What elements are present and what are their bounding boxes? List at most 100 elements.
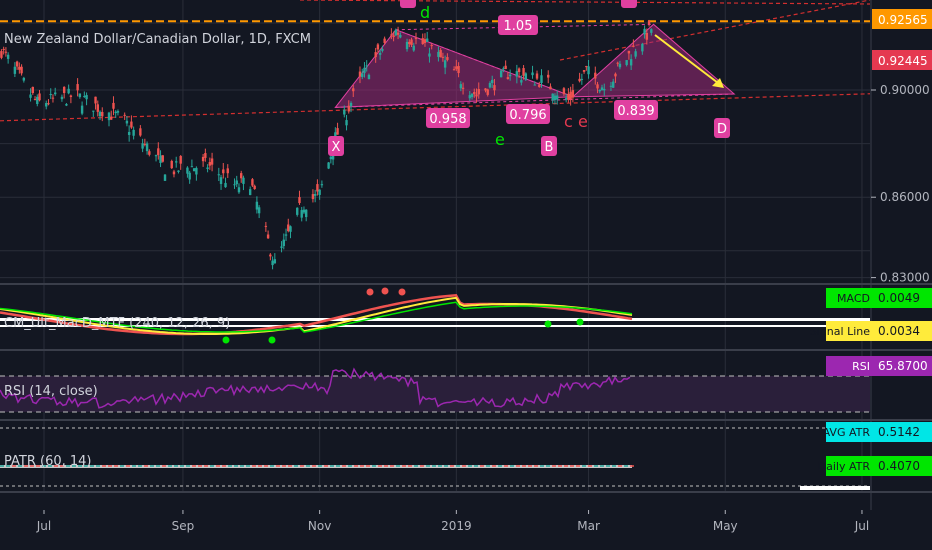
candle-body: [69, 95, 73, 97]
candle-body: [477, 89, 480, 95]
indicator-value-box: [872, 321, 932, 341]
candle-body: [405, 41, 409, 50]
candle-body: [504, 65, 507, 70]
candle-body: [287, 224, 290, 232]
point-label-d: D: [714, 118, 730, 138]
candle-body: [175, 161, 178, 163]
candle-body: [426, 38, 429, 42]
candle-body: [555, 95, 559, 100]
price-label-box: [872, 9, 932, 29]
candle-body: [179, 156, 182, 164]
candle-body: [383, 38, 386, 43]
candle-body: [318, 189, 321, 195]
point-label-d-small: d: [420, 3, 430, 22]
macd-zero-band: [0, 318, 870, 321]
candle-body: [204, 153, 207, 158]
point-label-e-red: e: [578, 112, 588, 131]
candle-body: [343, 109, 346, 115]
candle-body: [394, 29, 398, 36]
candle-body: [569, 91, 572, 100]
indicator-value-text: 0.0049: [878, 291, 920, 305]
candle-body: [157, 148, 160, 156]
time-tick-label: Jul: [36, 519, 51, 533]
candle-body: [365, 65, 368, 67]
candle-body: [329, 156, 333, 160]
candle-body: [4, 51, 8, 53]
candle-body: [614, 73, 617, 77]
indicator-name-box: [826, 422, 872, 442]
rsi-title: RSI (14, close): [4, 384, 98, 399]
indicator-name-text: MACD: [837, 292, 870, 305]
candle-body: [98, 111, 102, 117]
candle-body: [296, 207, 299, 215]
candle-body: [248, 189, 252, 196]
candle-body: [36, 96, 39, 104]
candlestick-series: [0, 19, 653, 270]
candle-body: [304, 209, 308, 218]
candle-body: [461, 87, 465, 89]
ratio-label-xa-text: 1.05: [504, 19, 533, 34]
candle-body: [233, 184, 236, 186]
candle-body: [210, 158, 214, 165]
indicator-name-box: [826, 288, 872, 308]
candle-body: [67, 88, 70, 94]
macd-cross-dot: [398, 288, 406, 296]
candle-body: [83, 96, 86, 98]
point-label-c-red: c: [564, 112, 573, 131]
candle-body: [132, 129, 135, 136]
candle-body: [522, 68, 525, 76]
candle-body: [423, 39, 427, 43]
candle-body: [226, 168, 229, 174]
candle-body: [139, 128, 142, 136]
macd-cross-dot: [366, 288, 374, 296]
candle-body: [609, 85, 613, 87]
macd-histogram-line: [0, 301, 633, 333]
candle-body: [571, 90, 575, 98]
indicator-value-box: [872, 456, 932, 476]
candle-body: [634, 51, 637, 57]
candle-body: [219, 177, 223, 184]
macd-zero-band-2: [0, 325, 870, 327]
ratio-label-ab-box: [426, 108, 470, 128]
time-tick-label: 2019: [441, 519, 472, 533]
point-label-a: [400, 0, 416, 8]
candle-body: [578, 78, 581, 82]
candle-body: [585, 66, 588, 68]
candle-body: [251, 179, 254, 186]
candle-body: [101, 112, 104, 117]
candle-body: [125, 120, 129, 124]
candle-body: [612, 81, 615, 88]
candle-body: [154, 155, 158, 157]
candle-body: [237, 187, 241, 193]
rsi-line: [0, 367, 631, 409]
indicator-value-label: Daily ATR 0.4070: [818, 456, 932, 476]
indicator-value-label: AVG ATR 0.5142: [823, 422, 932, 442]
price-axis[interactable]: 0.90000 0.86000 0.83000 0.92565 0.92445 MACD 0…: [800, 9, 932, 490]
price-tick-label: 0.90000: [880, 83, 930, 97]
point-label-c: [621, 0, 637, 8]
candle-body: [538, 84, 541, 87]
candle-body: [430, 45, 433, 47]
point-label-x-text: X: [332, 140, 341, 155]
candle-body: [475, 94, 478, 97]
candle-body: [470, 93, 474, 98]
candle-body: [533, 84, 536, 86]
candle-body: [439, 50, 442, 58]
candle-body: [76, 84, 79, 91]
candle-body: [392, 35, 395, 38]
candle-body: [282, 239, 285, 247]
candle-body: [85, 94, 88, 100]
indicator-name-text: Signal Line: [810, 325, 870, 338]
price-label-text: 0.92565: [878, 13, 928, 27]
candle-body: [334, 132, 337, 140]
candle-body: [459, 84, 463, 89]
time-axis[interactable]: Jul Sep Nov 2019 Mar May Jul: [36, 510, 869, 533]
candle-body: [363, 67, 366, 74]
candle-body: [253, 185, 256, 190]
candle-body: [493, 85, 496, 91]
candle-body: [148, 151, 151, 155]
candle-body: [45, 103, 48, 107]
candle-body: [508, 74, 512, 77]
point-label-x-box: [328, 136, 344, 156]
